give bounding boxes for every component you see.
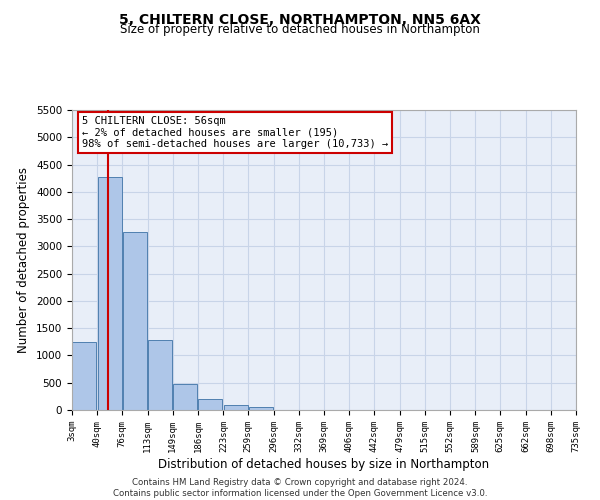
Text: Size of property relative to detached houses in Northampton: Size of property relative to detached ho…: [120, 22, 480, 36]
X-axis label: Distribution of detached houses by size in Northampton: Distribution of detached houses by size …: [158, 458, 490, 470]
Bar: [199, 400, 223, 410]
Bar: [224, 405, 248, 410]
Text: Contains HM Land Registry data © Crown copyright and database right 2024.
Contai: Contains HM Land Registry data © Crown c…: [113, 478, 487, 498]
Bar: [122, 232, 147, 410]
Bar: [248, 407, 273, 410]
Bar: [148, 340, 172, 410]
Y-axis label: Number of detached properties: Number of detached properties: [17, 167, 31, 353]
Bar: [98, 176, 122, 410]
Bar: [173, 384, 197, 410]
Text: 5 CHILTERN CLOSE: 56sqm
← 2% of detached houses are smaller (195)
98% of semi-de: 5 CHILTERN CLOSE: 56sqm ← 2% of detached…: [82, 116, 388, 149]
Bar: [73, 342, 97, 410]
Text: 5, CHILTERN CLOSE, NORTHAMPTON, NN5 6AX: 5, CHILTERN CLOSE, NORTHAMPTON, NN5 6AX: [119, 12, 481, 26]
